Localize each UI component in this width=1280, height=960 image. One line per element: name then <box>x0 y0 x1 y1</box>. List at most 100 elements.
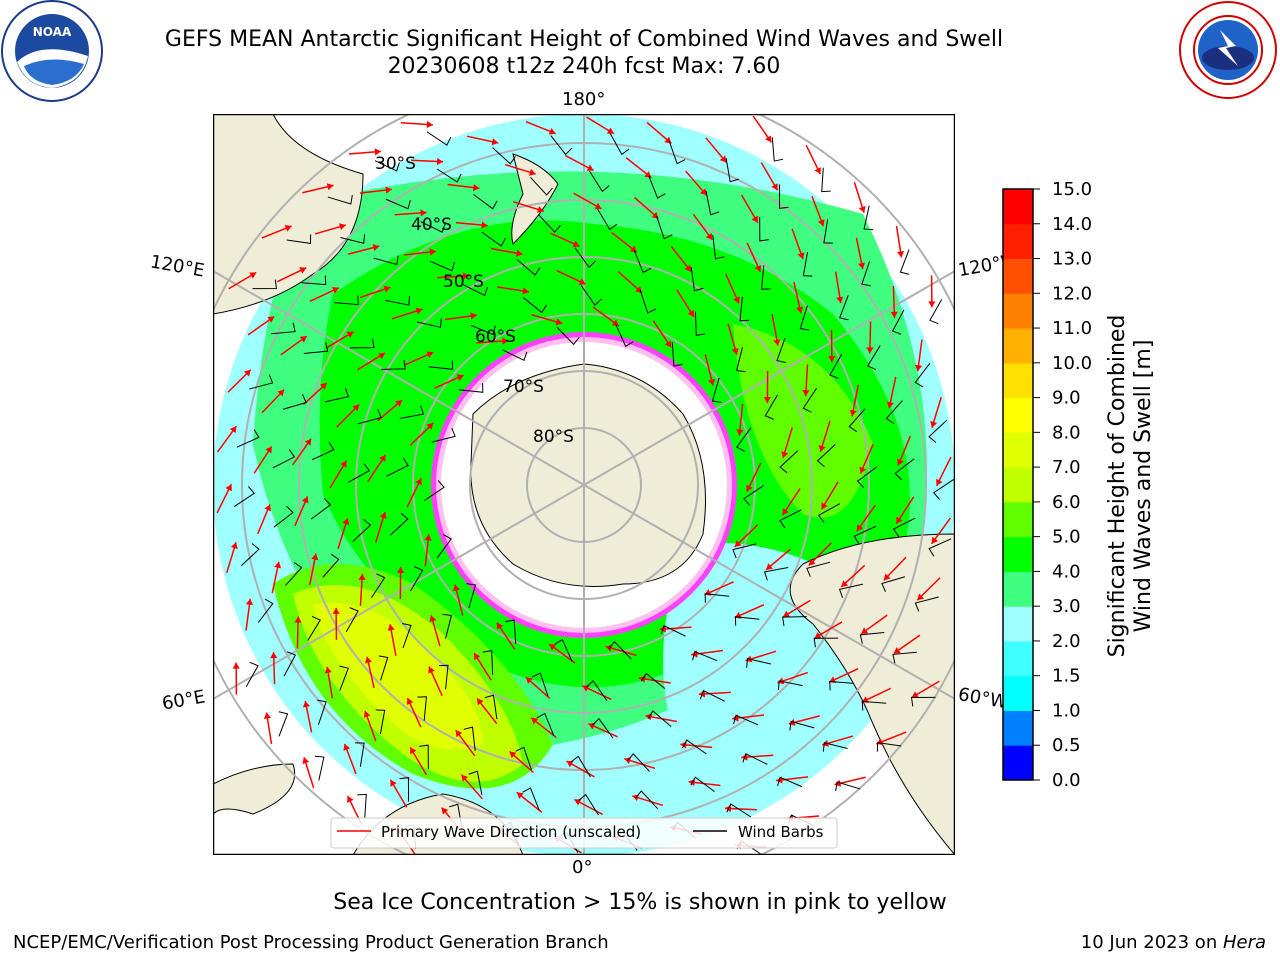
colorbar-block <box>1003 328 1033 364</box>
wave-direction-arrow <box>752 115 772 143</box>
wave-direction-arrow <box>294 496 309 527</box>
wind-barb <box>848 408 866 433</box>
colorbar-tick-label: 0.0 <box>1052 770 1081 791</box>
wind-barb <box>375 709 386 735</box>
colorbar-label-line2: Wind Waves and Swell [m] <box>1131 340 1156 633</box>
wave-direction-arrow <box>805 145 822 175</box>
colorbar-label-line1: Significant Height of Combined <box>1105 315 1130 658</box>
wave-direction-arrow <box>460 774 483 800</box>
colorbar-tick-label: 15.0 <box>1052 180 1092 200</box>
wave-direction-arrow <box>746 242 762 273</box>
colorbar-block <box>1003 258 1033 294</box>
wave-direction-arrow <box>853 182 866 213</box>
wave-direction-arrow <box>337 517 350 549</box>
colorbar-block <box>1003 710 1033 746</box>
wind-barb <box>656 215 673 240</box>
wave-direction-arrow <box>895 225 905 258</box>
wave-direction-arrow <box>893 634 921 655</box>
wave-direction-arrow <box>525 676 551 699</box>
wind-barb <box>442 613 453 639</box>
wave-direction-arrow <box>227 369 252 393</box>
wind-barb <box>399 405 425 419</box>
wave-direction-arrow <box>277 267 307 283</box>
wind-barb <box>777 776 803 788</box>
wave-direction-arrow <box>348 148 381 156</box>
wave-direction-arrow <box>343 743 357 775</box>
colorbar-block <box>1003 293 1033 329</box>
wave-direction-arrow <box>734 524 759 548</box>
wave-direction-arrow <box>294 616 302 649</box>
wind-barb <box>311 441 335 461</box>
colorbar-block <box>1003 501 1033 538</box>
wave-direction-arrow <box>765 548 791 571</box>
wind-barb <box>609 133 630 156</box>
wave-direction-arrow <box>228 271 257 290</box>
nws-logo <box>1179 1 1277 99</box>
wind-barb <box>374 160 400 172</box>
lat-label-40: 40°S <box>411 215 452 235</box>
wave-direction-arrow <box>781 427 794 459</box>
wave-direction-arrow <box>476 337 509 345</box>
wave-direction-arrow <box>394 209 427 217</box>
wind-barb <box>282 394 307 410</box>
lat-label-70: 70°S <box>503 377 544 397</box>
wave-direction-arrow <box>860 614 888 635</box>
wind-barb <box>381 359 406 370</box>
wind-barb <box>530 177 553 196</box>
wind-barb <box>417 318 442 328</box>
wind-barb <box>881 576 906 592</box>
map-title: GEFS MEAN Antarctic Significant Height o… <box>164 27 1004 52</box>
wind-barb <box>307 615 322 641</box>
wave-direction-arrow <box>530 717 557 739</box>
wind-barb <box>522 787 540 811</box>
wave-direction-arrow <box>685 170 708 196</box>
wave-direction-arrow <box>374 511 387 543</box>
wind-barb <box>347 463 370 483</box>
wind-barb <box>802 251 813 277</box>
wind-barb <box>257 598 274 623</box>
wave-direction-arrow <box>670 245 692 273</box>
wave-direction-arrow <box>516 791 543 813</box>
wind-barb <box>417 696 427 721</box>
wave-direction-arrow <box>409 746 428 776</box>
lon-label-180: 180° <box>562 89 606 110</box>
wave-direction-arrow <box>802 364 810 397</box>
wave-direction-arrow <box>455 729 476 757</box>
wave-direction-arrow <box>263 712 273 745</box>
wave-direction-arrow <box>808 542 832 567</box>
wave-direction-arrow <box>727 323 739 355</box>
wave-direction-arrow <box>930 396 943 428</box>
wind-barb <box>536 712 555 736</box>
lat-label-60: 60°S <box>475 327 516 347</box>
colorbar-tick-label: 11.0 <box>1052 318 1092 339</box>
wind-barb <box>776 337 786 364</box>
wind-barb <box>739 296 750 322</box>
wave-direction-arrow <box>403 248 436 256</box>
wave-direction-arrow <box>292 438 312 466</box>
lon-label-60e: 60°E <box>160 686 207 715</box>
wind-barb <box>492 147 516 165</box>
colorbar-block <box>1003 640 1033 677</box>
wind-barb <box>481 231 506 247</box>
wind-barb <box>428 360 454 370</box>
wave-direction-arrow <box>434 374 464 389</box>
wave-direction-arrow <box>911 680 940 699</box>
colorbar-block <box>1003 536 1033 572</box>
wind-barb <box>301 275 327 286</box>
wind-barb <box>283 651 297 677</box>
wave-direction-arrow <box>428 666 443 697</box>
wave-direction-arrow <box>725 273 740 304</box>
wind-barb <box>419 744 429 770</box>
wave-direction-arrow <box>332 607 340 640</box>
wave-direction-arrow <box>793 281 804 314</box>
wave-direction-arrow <box>818 421 831 453</box>
wind-barb <box>885 400 903 424</box>
wind-barb <box>468 770 483 795</box>
wind-barb <box>580 285 602 306</box>
wave-direction-arrow <box>476 697 498 725</box>
wave-direction-arrow <box>348 244 380 255</box>
colorbar-tick-label: 14.0 <box>1052 214 1092 235</box>
wave-direction-arrow <box>931 517 952 545</box>
wind-barb <box>303 342 329 355</box>
wind-barb <box>431 427 456 443</box>
